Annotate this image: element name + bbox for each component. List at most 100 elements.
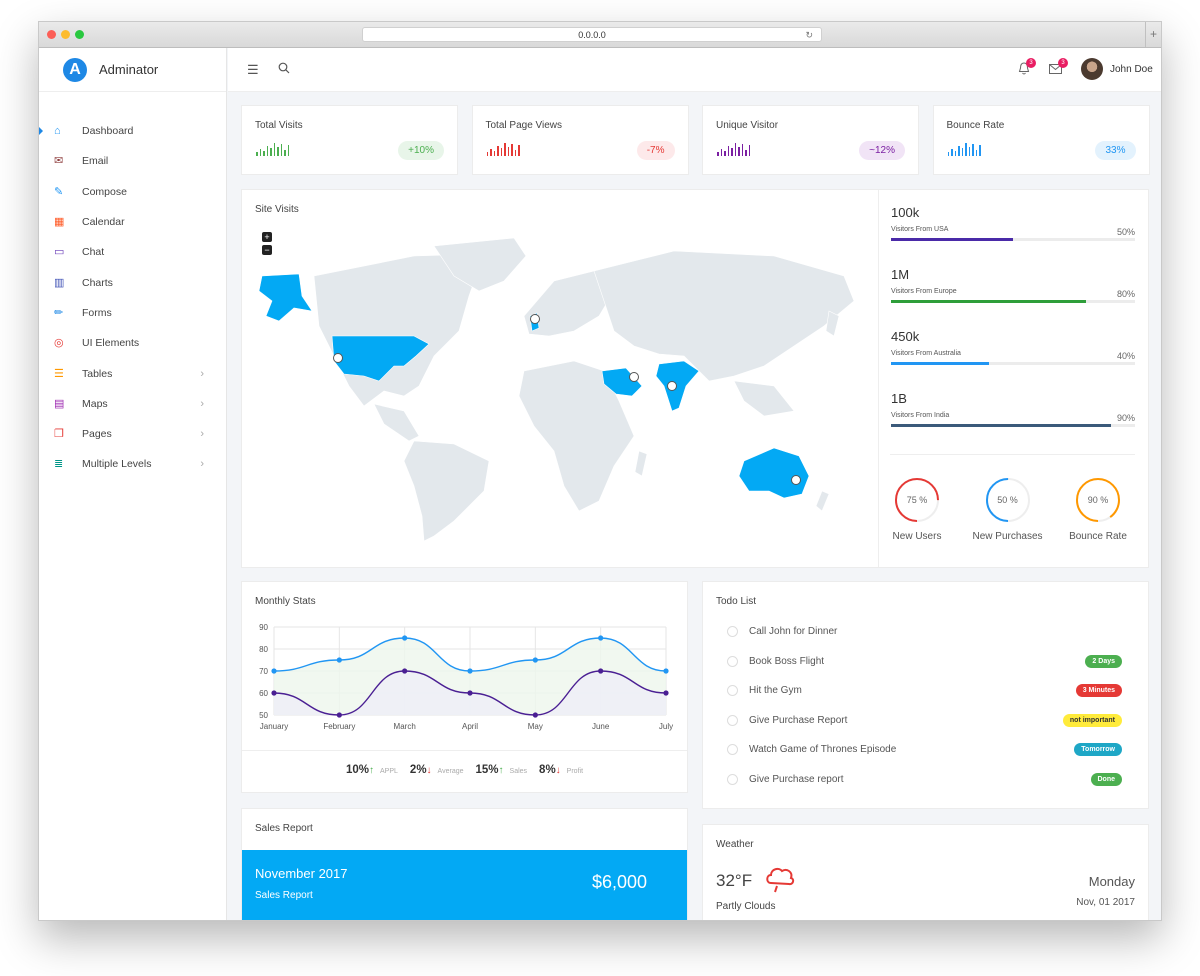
- donut-label: New Purchases: [972, 531, 1043, 542]
- series-point-1: [663, 690, 669, 696]
- sparkline-bar: [273, 143, 275, 156]
- sidebar-item-chat[interactable]: ▭ Chat: [39, 237, 226, 267]
- hamburger-menu-icon[interactable]: ☰: [247, 62, 259, 77]
- weather-condition: Partly Clouds: [716, 901, 776, 912]
- brand[interactable]: A Adminator: [39, 48, 226, 92]
- site-visits-card: Site Visits + −: [241, 189, 1149, 568]
- donut-value: 75 %: [906, 495, 928, 505]
- region-value: 450k: [891, 329, 920, 344]
- todo-text: Give Purchase Report: [749, 714, 848, 726]
- todo-text: Hit the Gym: [749, 685, 802, 697]
- logo-icon: A: [63, 57, 87, 82]
- zoom-in-button[interactable]: +: [262, 232, 272, 242]
- todo-checkbox[interactable]: [727, 626, 738, 637]
- world-map[interactable]: [254, 236, 868, 546]
- sparkline-bars: [947, 142, 981, 156]
- sparkline-bar: [504, 143, 506, 156]
- maximize-window-button[interactable]: [75, 30, 84, 39]
- sidebar-item-forms[interactable]: ✏ Forms: [39, 298, 226, 328]
- todo-item[interactable]: Hit the Gym 3 Minutes: [727, 682, 1122, 700]
- todo-tag: 2 Days: [1085, 654, 1122, 668]
- sidebar-item-calendar[interactable]: ▦ Calendar: [39, 207, 226, 237]
- series-point-0: [336, 657, 342, 663]
- sparkline-bar: [266, 146, 268, 156]
- mail-icon[interactable]: 3: [1049, 58, 1068, 77]
- bell-icon[interactable]: 3: [1018, 58, 1036, 78]
- sidebar-item-multiple-levels[interactable]: ≣ Multiple Levels ›: [39, 449, 226, 479]
- sparkline-bar: [951, 149, 953, 156]
- sparkline-bar: [284, 150, 286, 156]
- summary-stat: 15%↑ Sales: [476, 764, 528, 776]
- series-point-0: [598, 635, 604, 641]
- sparkline-bar: [256, 152, 258, 156]
- sidebar-item-pages[interactable]: ❐ Pages ›: [39, 419, 226, 449]
- notification-count: 3: [1026, 58, 1036, 68]
- sparkline-bar: [965, 143, 967, 156]
- region-progress: 1B Visitors From India 90%: [891, 391, 1135, 427]
- sidebar-item-ui-elements[interactable]: ◎ UI Elements: [39, 328, 226, 358]
- progress-fill: [891, 362, 989, 365]
- todo-checkbox[interactable]: [727, 714, 738, 726]
- topbar: ☰ 3 3 John Doe: [228, 48, 1161, 92]
- progress-fill: [891, 300, 1087, 303]
- progress-fill: [891, 238, 1013, 241]
- sparkline-bar: [724, 151, 726, 156]
- sidebar-item-label: UI Elements: [82, 337, 140, 350]
- todo-item[interactable]: Give Purchase Report not important: [727, 712, 1122, 730]
- x-tick-label: June: [592, 722, 610, 731]
- search-icon[interactable]: [278, 62, 290, 77]
- sparkline-bar: [518, 145, 520, 156]
- todo-tag: Done: [1090, 773, 1122, 786]
- todo-checkbox[interactable]: [727, 685, 738, 697]
- sidebar-item-charts[interactable]: ▥ Charts: [39, 267, 226, 297]
- sparkline-bar: [500, 148, 502, 156]
- donut-value: 50 %: [997, 495, 1018, 505]
- sidebar-item-compose[interactable]: ✎ Compose: [39, 177, 226, 207]
- progress-track: [891, 362, 1135, 365]
- todo-card: Todo List Call John for Dinner Book Boss …: [702, 581, 1149, 809]
- weather-card: Weather 32°F Partly Clouds Monday Nov, 0…: [702, 824, 1149, 920]
- todo-checkbox[interactable]: [727, 774, 738, 785]
- address-bar[interactable]: 0.0.0.0 ↻: [362, 27, 822, 42]
- summary-label: Profit: [566, 768, 584, 775]
- y-tick-label: 50: [259, 711, 268, 720]
- todo-checkbox[interactable]: [727, 655, 738, 667]
- series-point-1: [336, 712, 342, 718]
- sparkline-bar: [490, 149, 492, 156]
- sparkline-bar: [263, 151, 265, 156]
- monthly-line-chart[interactable]: 90 80 70 60 50 January February March April May Ju…: [242, 620, 689, 750]
- sidebar-item-email[interactable]: ✉ Email: [39, 146, 226, 176]
- series-point-0: [402, 635, 408, 641]
- sparkline-bar: [511, 144, 513, 156]
- map-marker-india: [667, 381, 677, 391]
- todo-item[interactable]: Give Purchase report Done: [727, 771, 1122, 789]
- avatar[interactable]: [1081, 58, 1103, 80]
- summary-label: Sales: [509, 768, 528, 775]
- zoom-out-button[interactable]: −: [262, 245, 272, 255]
- user-name[interactable]: John Doe: [1110, 64, 1153, 75]
- weather-day: Monday: [1088, 874, 1135, 889]
- region-percent: 80%: [1116, 289, 1135, 299]
- region-progress: 100k Visitors From USA 50%: [891, 205, 1135, 241]
- sidebar-item-maps[interactable]: ▤ Maps ›: [39, 389, 226, 419]
- todo-checkbox[interactable]: [727, 744, 738, 756]
- minimize-window-button[interactable]: [61, 30, 70, 39]
- sidebar-menu: ⌂ Dashboard ✉ Email ✎ Compose ▦ Calendar ▭ Chat ▥ C…: [39, 92, 226, 480]
- message-count: 3: [1058, 58, 1068, 68]
- region-value: 1B: [891, 391, 907, 406]
- sidebar-item-label: Email: [82, 155, 109, 168]
- stat-title: Unique Visitor: [716, 120, 779, 131]
- new-tab-button[interactable]: +: [1145, 22, 1161, 47]
- todo-item[interactable]: Call John for Dinner: [727, 623, 1122, 641]
- sidebar-item-dashboard[interactable]: ⌂ Dashboard: [39, 116, 226, 146]
- reload-icon[interactable]: ↻: [805, 30, 813, 40]
- todo-item[interactable]: Watch Game of Thrones Episode Tomorrow: [727, 741, 1122, 759]
- region-label: Visitors From Europe: [891, 288, 957, 295]
- y-tick-label: 80: [259, 645, 268, 654]
- summary-value: 10%: [345, 764, 370, 776]
- stat-badge: 33%: [1095, 141, 1136, 160]
- close-window-button[interactable]: [47, 30, 56, 39]
- sidebar-item-tables[interactable]: ☰ Tables ›: [39, 358, 226, 388]
- sales-month: November 2017: [255, 866, 348, 881]
- todo-item[interactable]: Book Boss Flight 2 Days: [727, 653, 1122, 671]
